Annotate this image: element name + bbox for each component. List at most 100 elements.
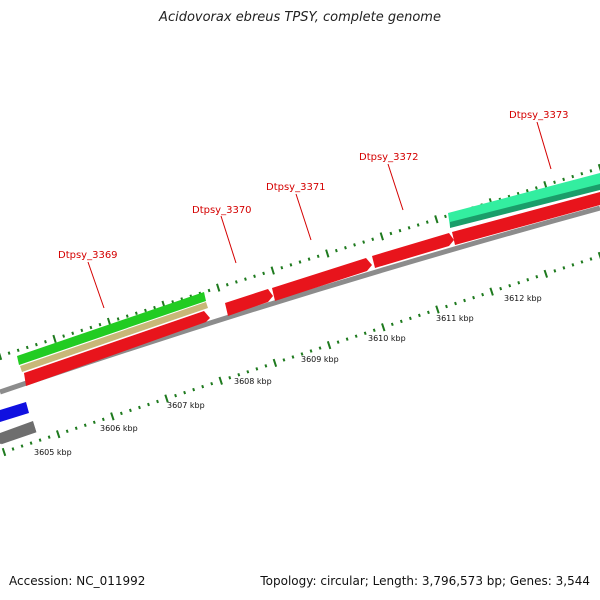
- lower-tick-mark: [291, 355, 295, 359]
- upper-tick-mark: [98, 322, 102, 327]
- lower-tick-mark: [300, 352, 304, 356]
- upper-tick-mark: [334, 248, 338, 253]
- upper-tick-mark: [270, 266, 275, 275]
- lower-tick-mark: [74, 426, 78, 430]
- accession-label: Accession: NC_011992: [9, 574, 146, 588]
- upper-tick-mark: [325, 249, 330, 258]
- lower-tick-mark: [255, 367, 259, 371]
- lower-tick-mark: [210, 381, 214, 386]
- lower-tick-mark: [218, 376, 223, 385]
- upper-tick-mark: [534, 186, 538, 190]
- lower-tick-mark: [264, 364, 268, 368]
- upper-tick-mark: [116, 317, 120, 321]
- leader-line-dtpsy-3369: [87, 261, 105, 309]
- lower-tick-mark: [272, 358, 278, 368]
- upper-tick-mark: [589, 169, 593, 173]
- blue-feature[interactable]: [0, 402, 29, 422]
- lower-tick-mark: [517, 280, 521, 285]
- upper-tick-mark: [207, 288, 211, 293]
- lower-tick-mark: [372, 328, 376, 332]
- upper-tick-mark: [253, 274, 256, 278]
- lower-tick-mark: [147, 402, 150, 407]
- lower-tick-mark: [138, 405, 141, 410]
- lower-tick-mark: [363, 331, 367, 335]
- lower-tick-mark: [83, 423, 87, 428]
- upper-tick-ruler: [0, 163, 600, 361]
- lower-tick-mark: [571, 263, 575, 267]
- upper-tick-mark: [562, 177, 566, 182]
- gene-label-dtpsy-3373: Dtpsy_3373: [509, 110, 569, 121]
- upper-tick-mark: [344, 246, 347, 250]
- lower-tick-mark: [318, 346, 322, 350]
- gene-label-dtpsy-3370: Dtpsy_3370: [192, 205, 252, 216]
- upper-tick-mark: [571, 174, 575, 179]
- upper-tick-mark: [89, 325, 93, 330]
- upper-tick-mark: [434, 215, 439, 224]
- genome-title: Acidovorax ebreus TPSY, complete genome: [159, 10, 441, 25]
- upper-tick-mark: [353, 243, 356, 247]
- lower-tick-mark: [92, 420, 96, 425]
- upper-tick-mark: [289, 263, 293, 267]
- upper-tick-mark: [316, 254, 320, 259]
- upper-tick-mark: [0, 352, 3, 361]
- lower-tick-mark: [580, 260, 584, 264]
- lower-tick-mark: [526, 278, 530, 282]
- kbp-label-3612: 3612 kbp: [504, 294, 542, 303]
- upper-tick-mark: [62, 334, 66, 338]
- lower-tick-mark: [192, 387, 196, 392]
- lower-tick-mark: [454, 301, 457, 306]
- teal-feature-lower[interactable]: [450, 184, 600, 228]
- upper-tick-mark: [44, 340, 47, 344]
- upper-tick-mark: [580, 171, 584, 176]
- lower-tick-mark: [11, 447, 15, 451]
- upper-tick-mark: [153, 305, 156, 310]
- leader-line-dtpsy-3372: [387, 163, 404, 211]
- lower-tick-mark: [463, 298, 466, 303]
- lower-tick-mark: [417, 313, 421, 318]
- leader-line-dtpsy-3373: [536, 121, 552, 170]
- lower-tick-mark: [228, 376, 232, 380]
- lower-tick-mark: [164, 394, 169, 403]
- cds-arrow-dtpsy-3370[interactable]: [225, 289, 273, 316]
- lower-tick-mark: [408, 316, 412, 321]
- upper-tick-mark: [71, 331, 75, 335]
- lower-tick-mark: [29, 441, 33, 445]
- upper-tick-mark: [307, 257, 311, 261]
- cds-arrow-dtpsy-3371[interactable]: [272, 258, 372, 301]
- green-feature[interactable]: [17, 292, 206, 365]
- lower-tick-mark: [1, 447, 7, 457]
- lower-tick-mark: [110, 412, 115, 421]
- upper-tick-mark: [125, 314, 129, 318]
- cds-arrow-dtpsy-3372[interactable]: [372, 233, 454, 268]
- upper-tick-mark: [244, 277, 247, 281]
- upper-tick-mark: [371, 237, 375, 241]
- upper-tick-mark: [553, 180, 556, 184]
- lower-tick-mark: [535, 275, 539, 279]
- gene-label-dtpsy-3372: Dtpsy_3372: [359, 152, 419, 163]
- upper-tick-mark: [7, 351, 11, 355]
- upper-tick-mark: [425, 220, 429, 224]
- lower-tick-mark: [354, 334, 358, 338]
- leader-line-dtpsy-3371: [295, 193, 312, 241]
- grey-feature[interactable]: [0, 421, 36, 444]
- tan-feature[interactable]: [20, 302, 208, 372]
- upper-tick-mark: [298, 260, 302, 264]
- upper-tick-mark: [389, 231, 393, 236]
- lower-tick-mark: [309, 349, 313, 353]
- lower-tick-mark: [543, 269, 549, 278]
- lower-tick-mark: [237, 373, 241, 377]
- lower-tick-mark: [65, 429, 69, 433]
- cds-arrow-dtpsy-3369[interactable]: [24, 311, 210, 386]
- lower-tick-mark: [508, 283, 512, 288]
- upper-tick-mark: [444, 214, 447, 219]
- lower-tick-mark: [201, 384, 205, 389]
- lower-tick-mark: [55, 430, 61, 439]
- leader-line-dtpsy-3370: [220, 215, 237, 264]
- upper-tick-mark: [362, 240, 366, 244]
- lower-tick-mark: [427, 310, 430, 315]
- upper-tick-mark: [34, 342, 38, 347]
- kbp-label-3605: 3605 kbp: [34, 448, 72, 457]
- upper-tick-mark: [398, 228, 402, 233]
- cds-arrow-dtpsy-3373[interactable]: [452, 192, 600, 245]
